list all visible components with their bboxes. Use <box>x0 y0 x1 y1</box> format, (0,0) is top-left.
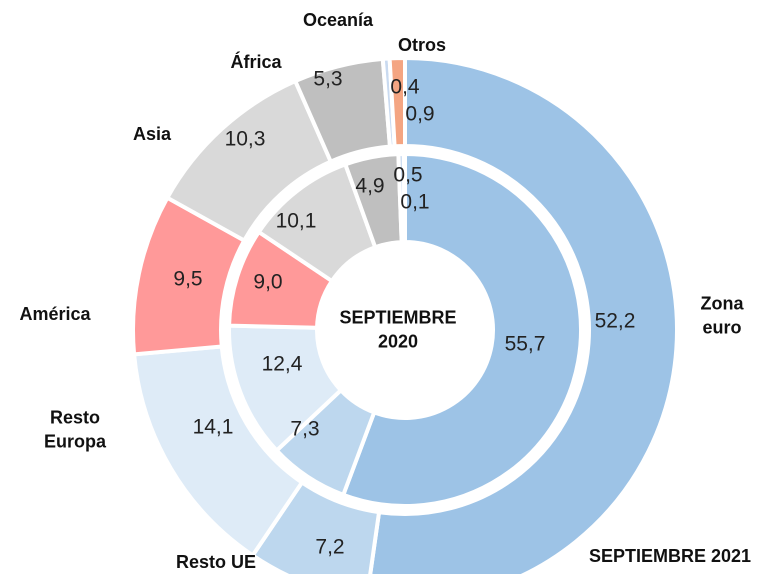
slice <box>340 151 583 508</box>
series-label: SEPTIEMBRE 2021 <box>588 545 752 566</box>
value-label: 10,3 <box>225 128 266 151</box>
category-label: Oceanía <box>302 9 374 30</box>
value-label: 9,0 <box>253 271 282 294</box>
series-label: SEPTIEMBRE 2020 <box>339 307 457 352</box>
slice <box>387 55 407 149</box>
value-label: 7,3 <box>290 418 319 441</box>
category-label: Zona euro <box>700 293 744 338</box>
value-label: 0,1 <box>400 191 429 214</box>
value-label: 0,5 <box>393 164 422 187</box>
category-label: Asia <box>132 123 172 144</box>
value-label: 0,9 <box>405 103 434 126</box>
value-label: 55,7 <box>505 333 546 356</box>
value-label: 52,2 <box>595 310 636 333</box>
category-label: Otros <box>397 34 446 55</box>
value-label: 14,1 <box>193 416 234 439</box>
value-label: 0,4 <box>390 76 420 99</box>
category-label: Resto Europa <box>43 407 106 452</box>
category-label: Resto UE <box>175 551 256 572</box>
value-label: 7,2 <box>315 536 344 559</box>
slice <box>401 151 407 245</box>
value-label: 12,4 <box>262 353 303 376</box>
category-label: América <box>19 303 91 324</box>
value-label: 5,3 <box>313 68 342 91</box>
value-label: 4,9 <box>355 175 384 198</box>
slice <box>368 55 679 574</box>
value-label: 10,1 <box>276 210 317 233</box>
value-label: 9,5 <box>173 268 202 291</box>
category-label: África <box>230 51 282 72</box>
